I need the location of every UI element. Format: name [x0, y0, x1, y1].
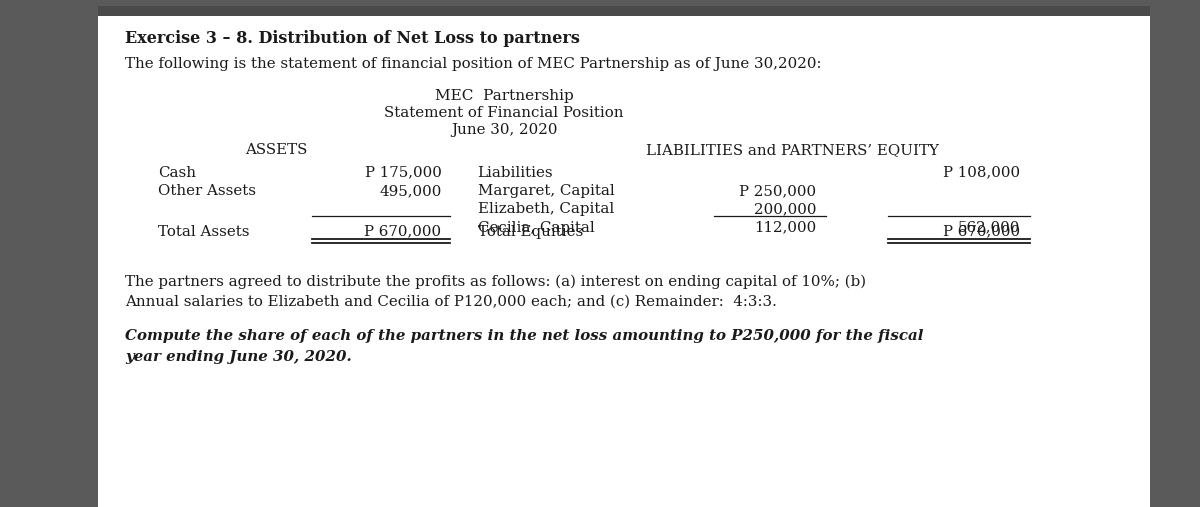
Text: Elizabeth, Capital: Elizabeth, Capital: [478, 202, 614, 216]
Text: P 250,000: P 250,000: [739, 184, 816, 198]
Text: Compute the share of each of the partners in the net loss amounting to P250,000 : Compute the share of each of the partner…: [125, 329, 923, 343]
Bar: [98, 6, 1150, 507]
Text: Liabilities: Liabilities: [478, 166, 553, 180]
Text: Statement of Financial Position: Statement of Financial Position: [384, 106, 624, 121]
Text: year ending June 30, 2020.: year ending June 30, 2020.: [125, 350, 352, 364]
Text: P 175,000: P 175,000: [365, 166, 442, 180]
Text: 200,000: 200,000: [754, 202, 816, 216]
Text: Total Assets: Total Assets: [158, 225, 250, 239]
Text: P 670,000: P 670,000: [943, 225, 1020, 239]
Text: Exercise 3 – 8. Distribution of Net Loss to partners: Exercise 3 – 8. Distribution of Net Loss…: [125, 30, 580, 48]
Text: ASSETS: ASSETS: [245, 143, 307, 157]
Text: Cash: Cash: [158, 166, 197, 180]
Text: 112,000: 112,000: [754, 221, 816, 235]
Bar: [98, 6, 1150, 16]
Text: Margaret, Capital: Margaret, Capital: [478, 184, 614, 198]
Text: Annual salaries to Elizabeth and Cecilia of P120,000 each; and (c) Remainder:  4: Annual salaries to Elizabeth and Cecilia…: [125, 295, 776, 309]
Text: Cecilia, Capital: Cecilia, Capital: [478, 221, 594, 235]
Text: 562,000: 562,000: [958, 221, 1020, 235]
Text: P 108,000: P 108,000: [943, 166, 1020, 180]
Text: MEC  Partnership: MEC Partnership: [434, 89, 574, 103]
Text: P 670,000: P 670,000: [365, 225, 442, 239]
Text: LIABILITIES and PARTNERS’ EQUITY: LIABILITIES and PARTNERS’ EQUITY: [646, 143, 938, 157]
Text: Other Assets: Other Assets: [158, 184, 257, 198]
Text: June 30, 2020: June 30, 2020: [451, 123, 557, 137]
Text: The following is the statement of financial position of MEC Partnership as of Ju: The following is the statement of financ…: [125, 57, 821, 71]
Text: The partners agreed to distribute the profits as follows: (a) interest on ending: The partners agreed to distribute the pr…: [125, 275, 866, 289]
Text: Total Equities: Total Equities: [478, 225, 583, 239]
Text: 495,000: 495,000: [379, 184, 442, 198]
